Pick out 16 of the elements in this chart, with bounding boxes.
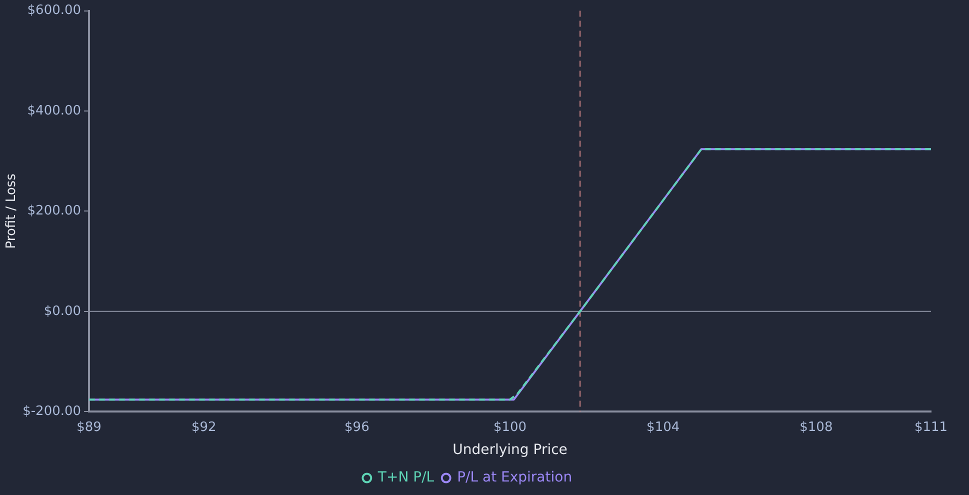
- y-tick-label: $-200.00: [22, 404, 82, 419]
- y-tick-label: $600.00: [27, 3, 82, 18]
- x-tick-label: $100: [493, 420, 527, 435]
- y-tick-label: $0.00: [44, 304, 82, 319]
- x-tick-label: $111: [914, 420, 948, 435]
- y-tick-label: $200.00: [27, 204, 82, 219]
- legend-label: T+N P/L: [376, 470, 434, 486]
- x-tick-label: $96: [344, 420, 370, 435]
- x-tick-label: $104: [646, 420, 680, 435]
- y-tick-label: $400.00: [27, 103, 82, 118]
- legend-label: P/L at Expiration: [457, 470, 572, 486]
- x-tick-label: $89: [76, 420, 102, 435]
- x-tick-label: $92: [191, 420, 216, 435]
- y-axis-title: Profit / Loss: [4, 173, 20, 249]
- x-axis-title: Underlying Price: [452, 442, 568, 458]
- x-tick-label: $108: [800, 420, 833, 435]
